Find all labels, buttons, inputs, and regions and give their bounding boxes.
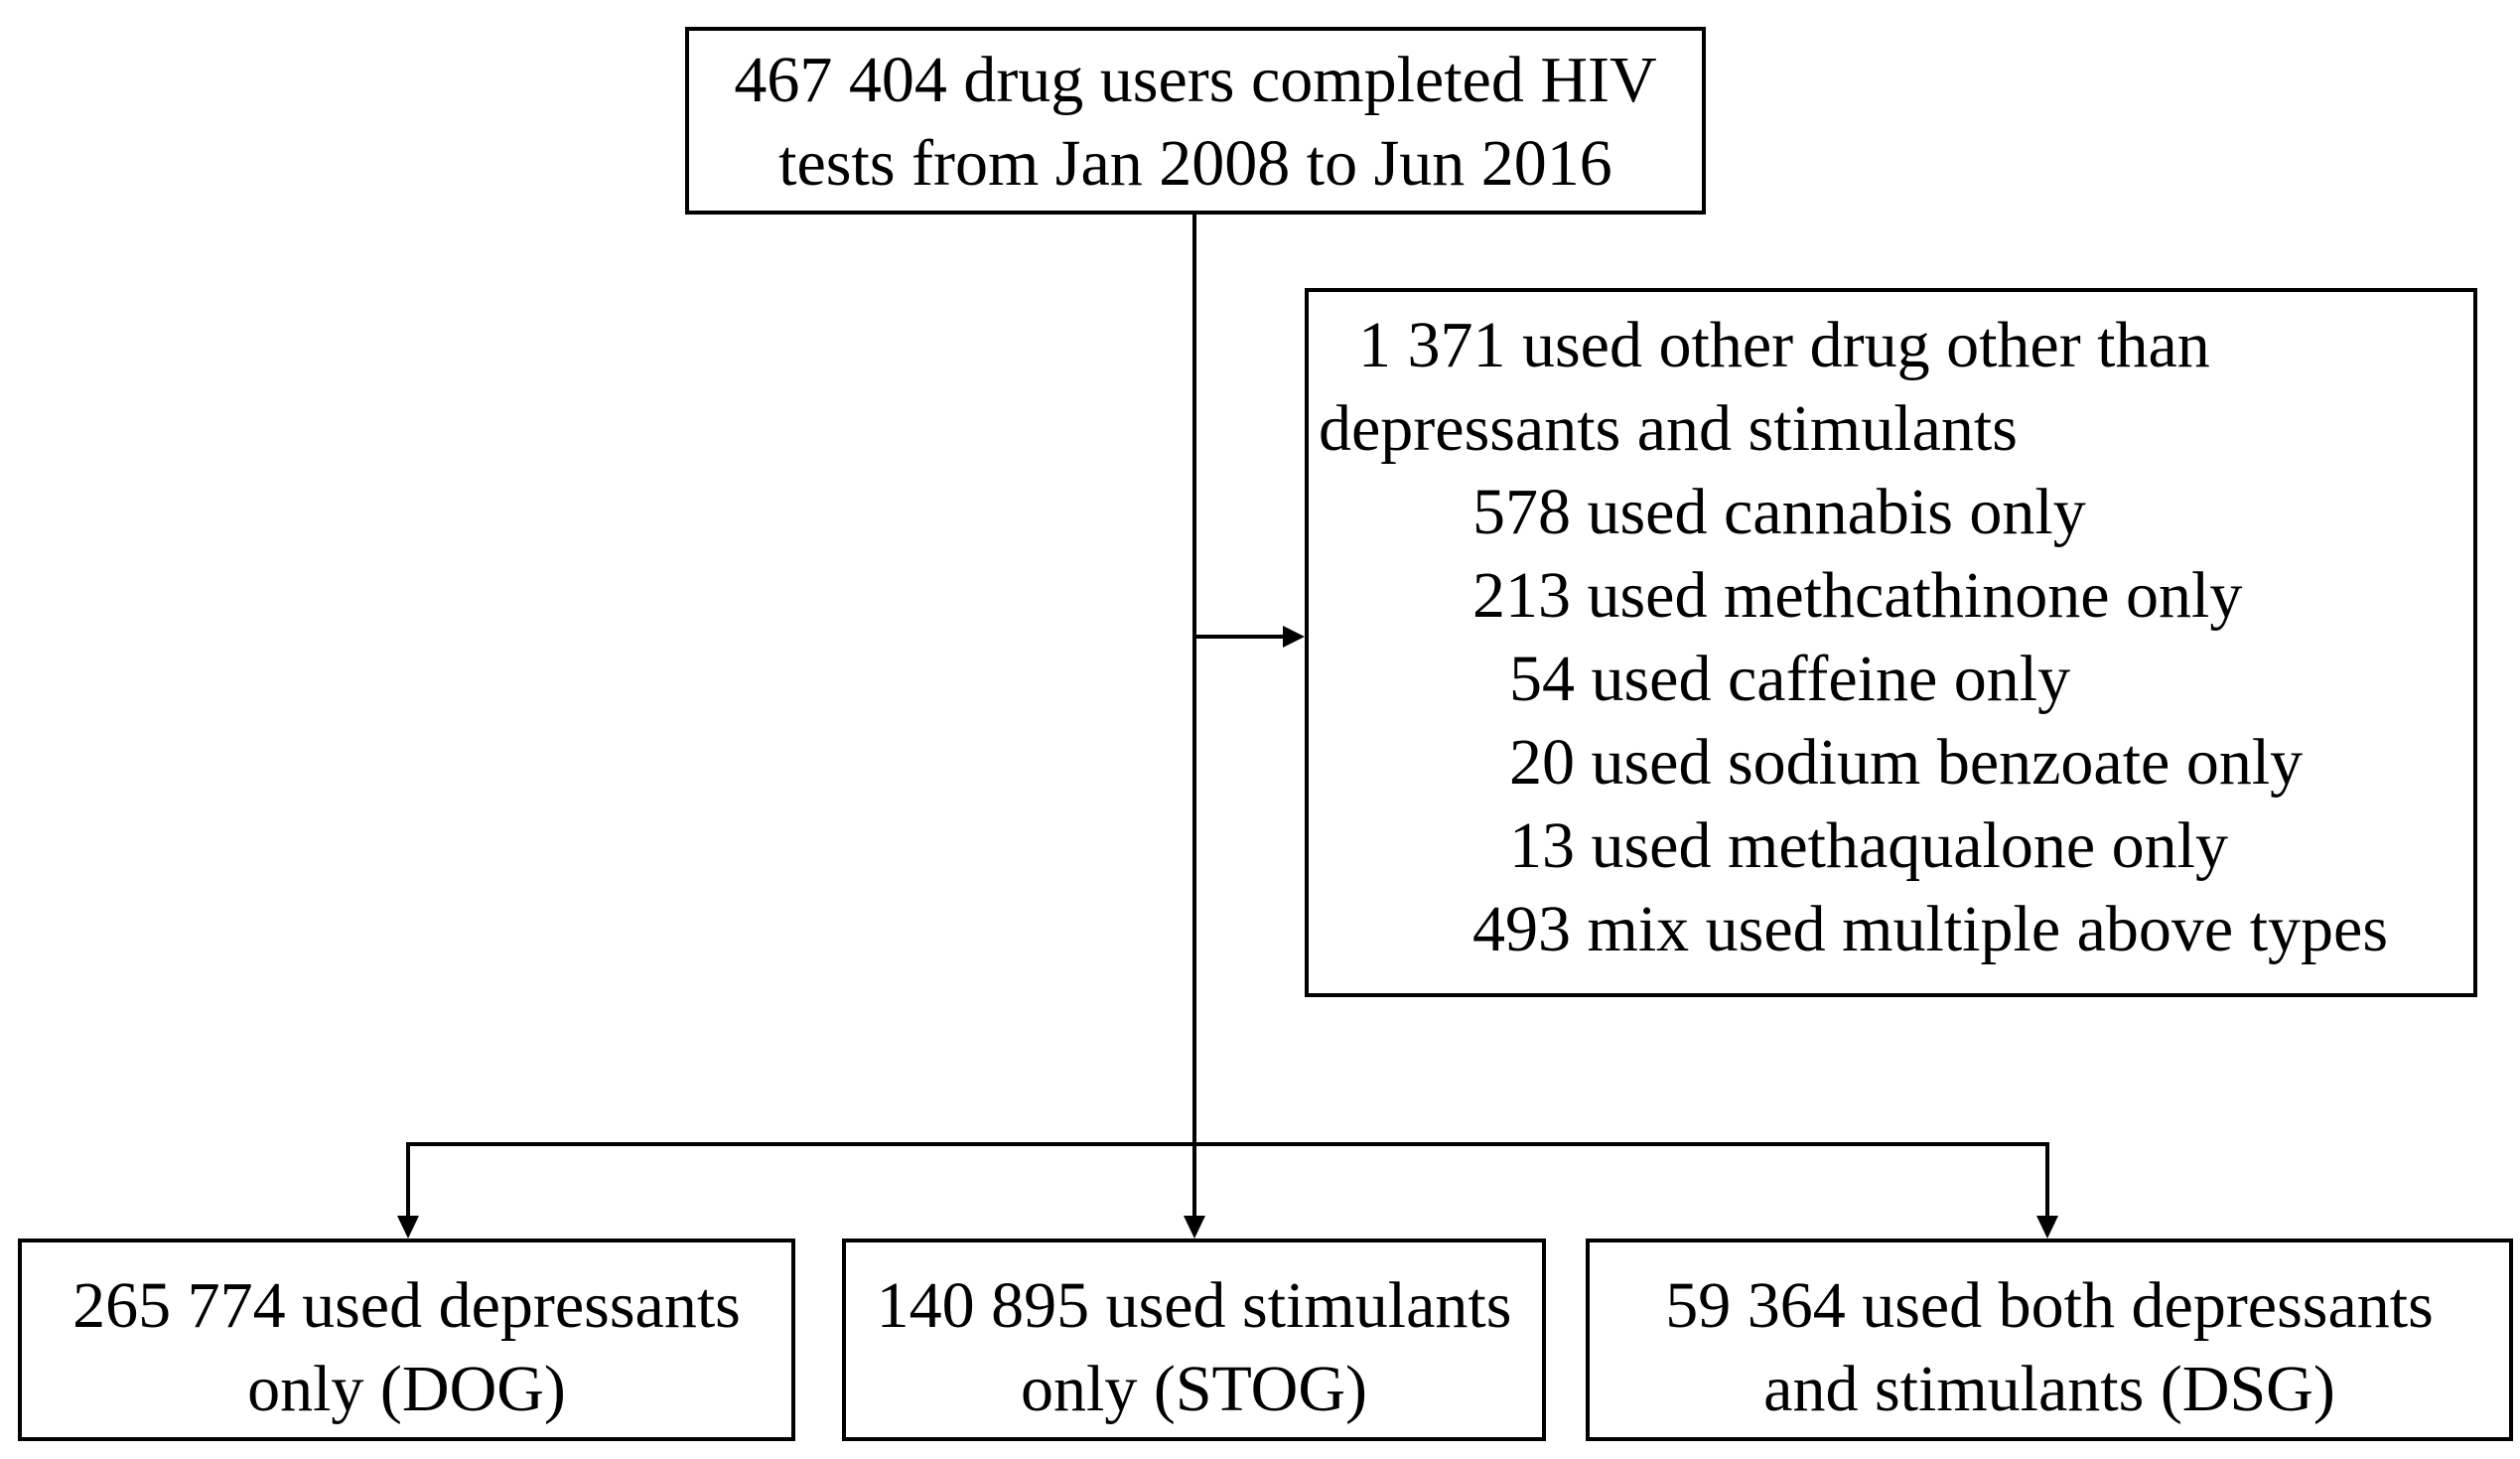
stog-line-2: only (STOG) [1021, 1353, 1367, 1425]
excluded-item-cannabis: 578 used cannabis only [1472, 476, 2086, 548]
excluded-heading-line-2: depressants and stimulants [1319, 392, 2018, 465]
total-tested-box: 467 404 drug users completed HIV tests f… [685, 27, 1706, 215]
depressants-only-group-box: 265 774 used depressants only (DOG) [18, 1239, 795, 1441]
stog-line-1: 140 895 used stimulants [876, 1269, 1512, 1342]
both-drugs-group-box: 59 364 used both depressants and stimula… [1586, 1239, 2513, 1441]
total-tested-line-2: tests from Jan 2008 to Jun 2016 [778, 127, 1612, 200]
excluded-item-methcathinone: 213 used methcathinone only [1472, 559, 2243, 632]
dsg-arrowhead [2036, 1216, 2058, 1239]
excluded-item-caffeine: 54 used caffeine only [1509, 643, 2071, 715]
excluded-item-multiple: 493 mix used multiple above types [1472, 893, 2389, 965]
excluded-other-drugs-box: 1 371 used other drug other than depress… [1305, 288, 2477, 997]
dog-line-2: only (DOG) [247, 1353, 566, 1425]
excluded-item-methaqualone: 13 used methaqualone only [1509, 809, 2229, 882]
excluded-item-sodium-benzoate: 20 used sodium benzoate only [1509, 726, 2304, 799]
exclusion-arrowhead [1283, 626, 1305, 648]
dsg-line-2: and stimulants (DSG) [1763, 1353, 2335, 1425]
dsg-line-1: 59 364 used both depressants [1665, 1269, 2434, 1342]
dog-line-1: 265 774 used depressants [72, 1269, 741, 1342]
excluded-heading-line-1: 1 371 used other drug other than [1358, 309, 2210, 381]
stimulants-only-group-box: 140 895 used stimulants only (STOG) [842, 1239, 1546, 1441]
total-tested-line-1: 467 404 drug users completed HIV [734, 44, 1657, 116]
stog-arrowhead [1184, 1216, 1205, 1239]
dog-arrowhead [397, 1216, 419, 1239]
